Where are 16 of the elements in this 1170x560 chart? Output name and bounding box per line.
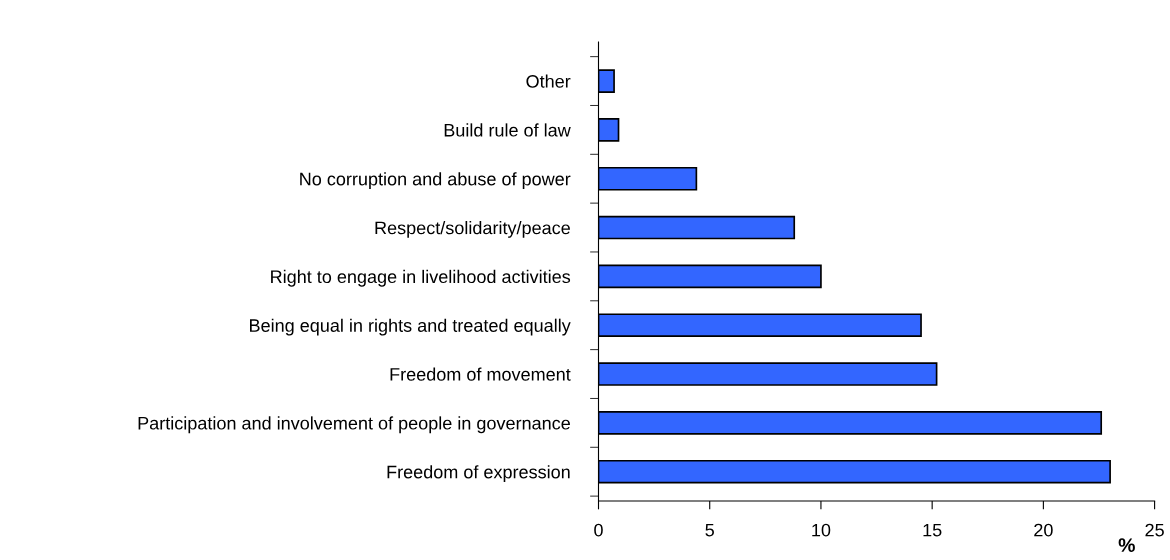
y-tick-label: No corruption and abuse of power [300,172,571,190]
x-tick-label: 25 [1145,523,1164,537]
y-tick-label: Right to engage in livelihood activities [271,269,571,287]
x-tick-label: 0 [594,523,603,537]
x-tick-label: 15 [923,523,942,537]
x-axis-title: % [1118,538,1135,552]
y-tick-label: Freedom of movement [390,367,571,381]
y-tick-label: Other [526,74,571,88]
y-tick-label: Freedom of expression [387,465,570,482]
y-tick-label: Build rule of law [444,123,571,137]
x-tick-label: 5 [705,523,714,537]
y-tick-label: Respect/solidarity/peace [375,221,570,238]
x-tick-label: 10 [812,523,831,537]
y-tick-label: Participation and involvement of people in governance [138,416,570,434]
y-tick-label: Being equal in rights and treated equally [250,318,571,336]
x-tick-label: 20 [1034,523,1053,537]
